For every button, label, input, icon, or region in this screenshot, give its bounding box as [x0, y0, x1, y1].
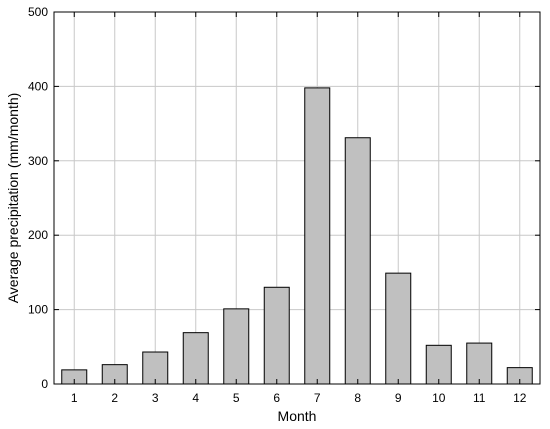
y-tick-label: 500 — [28, 5, 48, 19]
x-axis-label: Month — [278, 408, 317, 424]
x-tick-label: 1 — [71, 391, 78, 405]
x-tick-labels: 1 2 3 4 5 6 7 8 9 10 11 12 — [71, 391, 527, 405]
tick-marks — [54, 11, 540, 385]
bar-month-9 — [385, 272, 412, 385]
bar-month-4 — [182, 332, 209, 385]
x-tick-label: 11 — [473, 391, 486, 405]
x-tick-label: 5 — [233, 391, 240, 405]
y-axis-label: Average precipitation (mm/month) — [5, 93, 21, 304]
bar-month-3 — [142, 351, 169, 385]
x-tick-label: 10 — [432, 391, 446, 405]
bar-month-11 — [466, 342, 493, 385]
y-tick-labels: 0 100 200 300 400 500 — [28, 5, 48, 391]
bar-month-10 — [425, 344, 452, 385]
x-tick-label: 7 — [314, 391, 321, 405]
y-tick-label: 200 — [28, 228, 48, 242]
y-tick-label: 300 — [28, 154, 48, 168]
y-tick-label: 400 — [28, 79, 48, 93]
bars — [61, 87, 533, 385]
x-tick-label: 12 — [513, 391, 527, 405]
bar-month-7 — [304, 87, 331, 385]
x-tick-label: 4 — [192, 391, 199, 405]
bar-month-6 — [263, 286, 290, 385]
y-tick-label: 100 — [28, 303, 48, 317]
x-tick-label: 9 — [395, 391, 402, 405]
bar-month-8 — [344, 137, 371, 385]
x-tick-label: 2 — [111, 391, 118, 405]
bar-month-5 — [223, 308, 250, 385]
x-tick-label: 6 — [273, 391, 280, 405]
plot-frame — [53, 11, 541, 385]
x-tick-label: 3 — [152, 391, 159, 405]
x-tick-label: 8 — [354, 391, 361, 405]
y-tick-label: 0 — [41, 377, 48, 391]
grid-lines — [54, 11, 540, 385]
